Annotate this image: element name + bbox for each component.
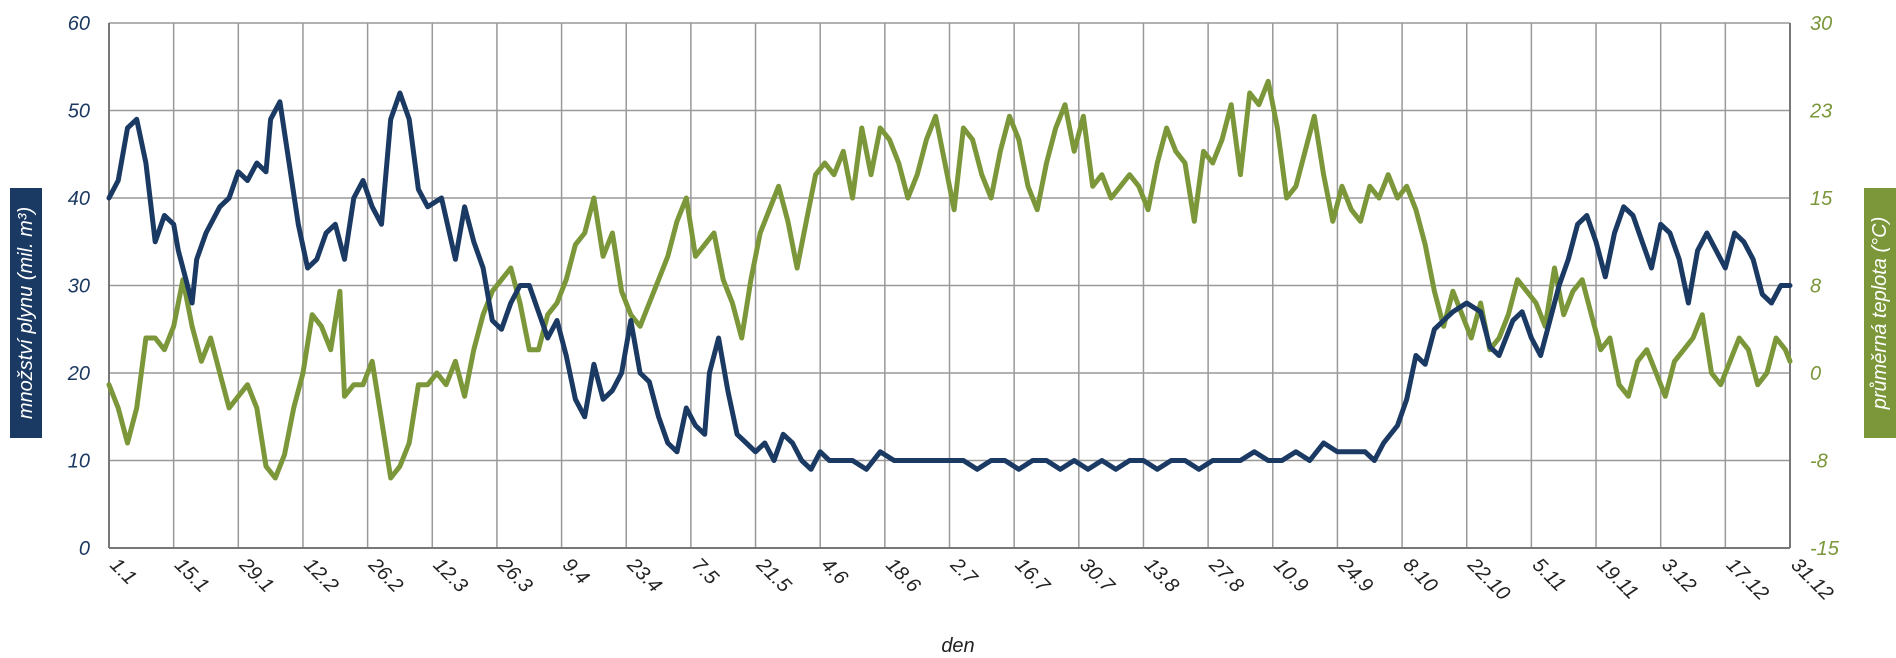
x-tick-label: 1.1: [105, 554, 140, 589]
y-left-tick-label: 20: [67, 363, 90, 385]
x-tick-label: 17.12: [1722, 554, 1773, 605]
x-tick-label: 12.3: [429, 554, 472, 597]
x-tick-label: 23.4: [622, 553, 666, 597]
x-tick-label: 8.10: [1399, 554, 1442, 597]
y-right-tick-label: 15: [1810, 188, 1833, 210]
x-tick-label: 29.1: [234, 553, 278, 597]
y-right-tick-label: 30: [1810, 13, 1832, 35]
y-right-tick-label: 0: [1810, 363, 1821, 385]
y-axis-left-label: množství plynu (mil. m³): [10, 188, 42, 438]
series-line-temperature: [106, 78, 1793, 481]
x-tick-label: 12.2: [299, 554, 342, 597]
x-tick-label: 13.8: [1140, 554, 1183, 597]
x-tick-label: 26.3: [493, 553, 537, 597]
y-left-tick-label: 50: [68, 101, 90, 123]
x-tick-label: 30.7: [1075, 554, 1119, 598]
x-tick-label: 19.11: [1593, 554, 1643, 604]
x-tick-label: 7.5: [687, 554, 723, 590]
y-left-tick-label: 10: [68, 451, 90, 473]
y-axis-right-label-text: průměrná teplota (°C): [1869, 217, 1891, 411]
x-tick-label: 10.9: [1269, 554, 1312, 597]
x-tick-label: 22.10: [1462, 553, 1514, 605]
y-left-tick-label: 60: [68, 13, 90, 35]
y-right-tick-label: -8: [1810, 451, 1828, 473]
series-layer: [106, 78, 1793, 481]
x-tick-label: 16.7: [1011, 554, 1055, 598]
y-left-tick-label: 0: [79, 538, 90, 560]
y-axis-right-label: průměrná teplota (°C): [1864, 188, 1896, 438]
y-left-tick-label: 40: [68, 188, 90, 210]
y-right-tick-label: -15: [1810, 538, 1840, 560]
y-right-tick-label: 8: [1810, 276, 1821, 298]
x-tick-label: 5.11: [1528, 554, 1570, 596]
x-tick-label: 4.6: [817, 554, 853, 590]
y-axis-left-label-text: množství plynu (mil. m³): [15, 207, 37, 419]
y-right-tick-label: 23: [1809, 101, 1832, 123]
x-tick-label: 9.4: [558, 554, 593, 589]
x-tick-label: 24.9: [1333, 553, 1377, 597]
x-axis-label: den: [941, 635, 974, 653]
tick-labels: 0 -15 10 -8 20 0 30 8 40 15 50 23 60 30 1.1 15.1 29.1 12.…: [67, 13, 1840, 605]
y-left-tick-label: 30: [68, 276, 90, 298]
x-tick-label: 18.6: [881, 554, 925, 598]
x-tick-label: 31.12: [1786, 554, 1837, 605]
x-tick-label: 15.1: [170, 554, 213, 597]
grid: [108, 22, 1791, 549]
series-line-gas: [106, 90, 1793, 472]
x-tick-label: 21.5: [751, 553, 795, 597]
x-tick-label: 2.7: [945, 553, 982, 590]
x-tick-label: 3.12: [1657, 554, 1700, 597]
x-tick-label: 26.2: [363, 553, 407, 597]
x-tick-label: 27.8: [1204, 553, 1248, 597]
